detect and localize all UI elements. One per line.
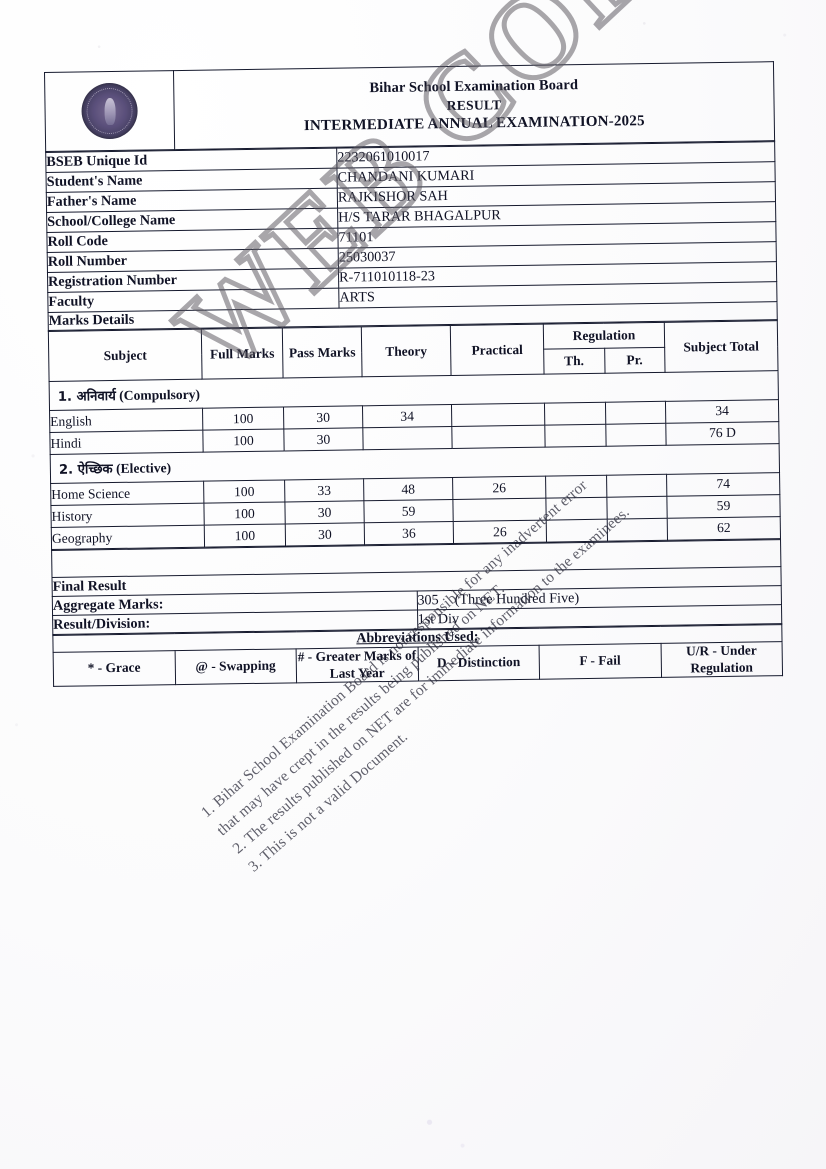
reg-theory-geography [546, 519, 608, 543]
pass-marks-english: 30 [283, 405, 363, 430]
group-label-compulsory-hindi: 1. अनिवार्य [57, 389, 116, 405]
bseb-emblem-icon [81, 82, 138, 140]
practical-hindi [451, 425, 546, 449]
subject-name-home-science: Home Science [50, 481, 204, 506]
header-pass-marks: Pass Marks [282, 326, 363, 379]
pass-marks-home-science: 33 [284, 478, 364, 503]
header-practical: Practical [450, 324, 545, 376]
subject-name-geography: Geography [51, 525, 205, 550]
reg-theory-home-science [545, 475, 607, 499]
result-sheet: Bihar School Examination Board RESULT IN… [44, 61, 783, 687]
title-cell: Bihar School Examination Board RESULT IN… [173, 61, 775, 150]
practical-history [452, 498, 547, 522]
full-marks-geography: 100 [204, 524, 286, 548]
theory-home-science: 48 [363, 477, 453, 501]
pass-marks-history: 30 [284, 500, 365, 525]
full-marks-history: 100 [203, 502, 286, 526]
header-subject-total: Subject Total [664, 320, 779, 373]
group-label-compulsory-english: (Compulsory) [119, 386, 201, 404]
aggregate-words: (Three Hundred Five) [454, 589, 580, 608]
reg-theory-hindi [544, 424, 606, 448]
abbr-greater-marks: # - Greater Marks of Last Year [296, 647, 419, 684]
reg-practical-home-science [606, 474, 667, 498]
header-regulation: Regulation [543, 322, 665, 350]
reg-practical-english [604, 401, 666, 425]
abbr-under-regulation: U/R - Under Regulation [660, 641, 783, 678]
header-regulation-theory: Th. [543, 348, 605, 375]
abbreviations-heading: Abbreviations Used: [356, 629, 479, 647]
header-regulation-practical: Pr. [604, 347, 666, 374]
reg-theory-english [544, 402, 606, 426]
reg-practical-hindi [605, 423, 667, 447]
aggregate-number: 305 [417, 591, 439, 609]
abbr-swapping: @ - Swapping [174, 648, 297, 685]
header-subject: Subject [48, 329, 203, 382]
final-result-table: Final Result Aggregate Marks: 305 (Three … [51, 539, 782, 635]
header-full-marks: Full Marks [201, 327, 284, 380]
theory-history: 59 [363, 499, 454, 523]
header-row: Bihar School Examination Board RESULT IN… [44, 61, 775, 152]
header-table: Bihar School Examination Board RESULT IN… [44, 61, 775, 152]
reg-practical-geography [606, 518, 668, 542]
abbreviations-table: Abbreviations Used: * - Grace @ - Swappi… [52, 624, 783, 687]
practical-english [451, 403, 545, 427]
subject-name-history: History [50, 503, 205, 528]
group-label-elective-english: (Elective) [115, 460, 172, 477]
full-marks-home-science: 100 [203, 480, 285, 504]
subject-total-history: 59 [666, 494, 781, 519]
student-info-table: BSEB Unique Id 2232061010017 Student's N… [45, 141, 778, 331]
marks-table: Subject Full Marks Pass Marks Theory Pra… [48, 320, 781, 550]
reg-theory-history [545, 497, 607, 521]
abbr-fail: F - Fail [539, 643, 662, 680]
abbr-distinction: D - Distinction [417, 645, 540, 682]
subject-name-english: English [49, 408, 203, 433]
theory-hindi [362, 426, 453, 450]
pass-marks-geography: 30 [285, 522, 365, 547]
full-marks-hindi: 100 [202, 429, 285, 453]
group-label-elective-hindi: 2. ऐच्छिक [58, 462, 113, 478]
emblem-cell [44, 70, 175, 152]
subject-total-english: 34 [665, 399, 779, 424]
subject-total-geography: 62 [667, 516, 781, 541]
practical-home-science: 26 [452, 476, 546, 500]
practical-geography: 26 [453, 520, 547, 544]
subject-total-hindi: 76 D [665, 421, 780, 446]
theory-geography: 36 [364, 521, 454, 545]
header-theory: Theory [361, 325, 452, 377]
abbr-grace: * - Grace [53, 650, 176, 687]
subject-name-hindi: Hindi [49, 430, 204, 455]
theory-english: 34 [362, 404, 452, 428]
pass-marks-hindi: 30 [283, 427, 364, 452]
reg-practical-history [606, 496, 668, 520]
subject-total-home-science: 74 [666, 472, 780, 497]
full-marks-english: 100 [202, 407, 284, 431]
